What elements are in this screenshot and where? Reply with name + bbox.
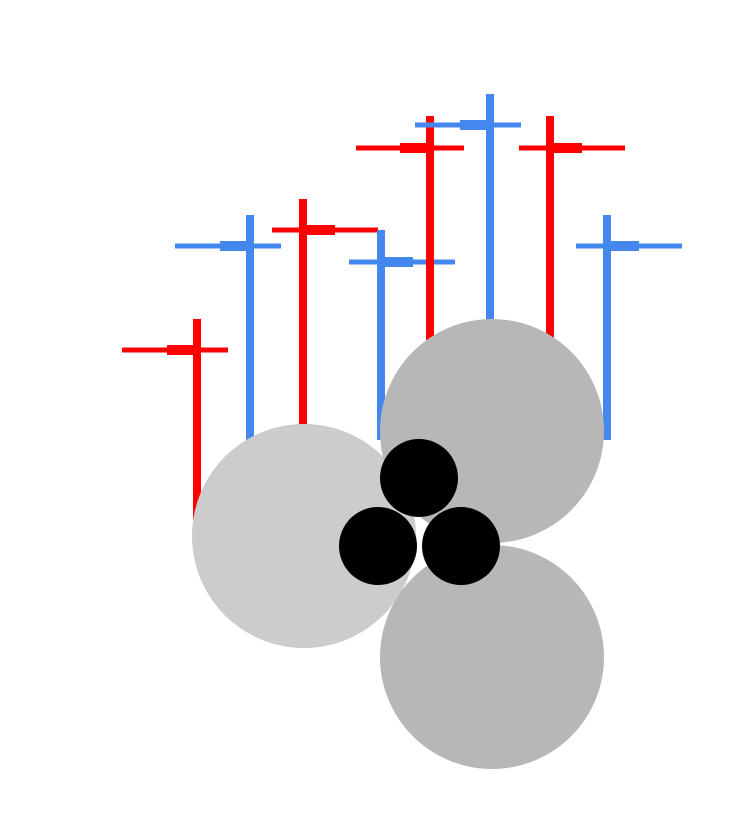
blue-cross-marker (175, 215, 281, 440)
gray-disc-bottom-right (380, 545, 604, 769)
red-cross-marker (272, 199, 378, 430)
black-disc-left (339, 507, 417, 585)
black-disc-right (422, 507, 500, 585)
black-disc-top (380, 439, 458, 517)
